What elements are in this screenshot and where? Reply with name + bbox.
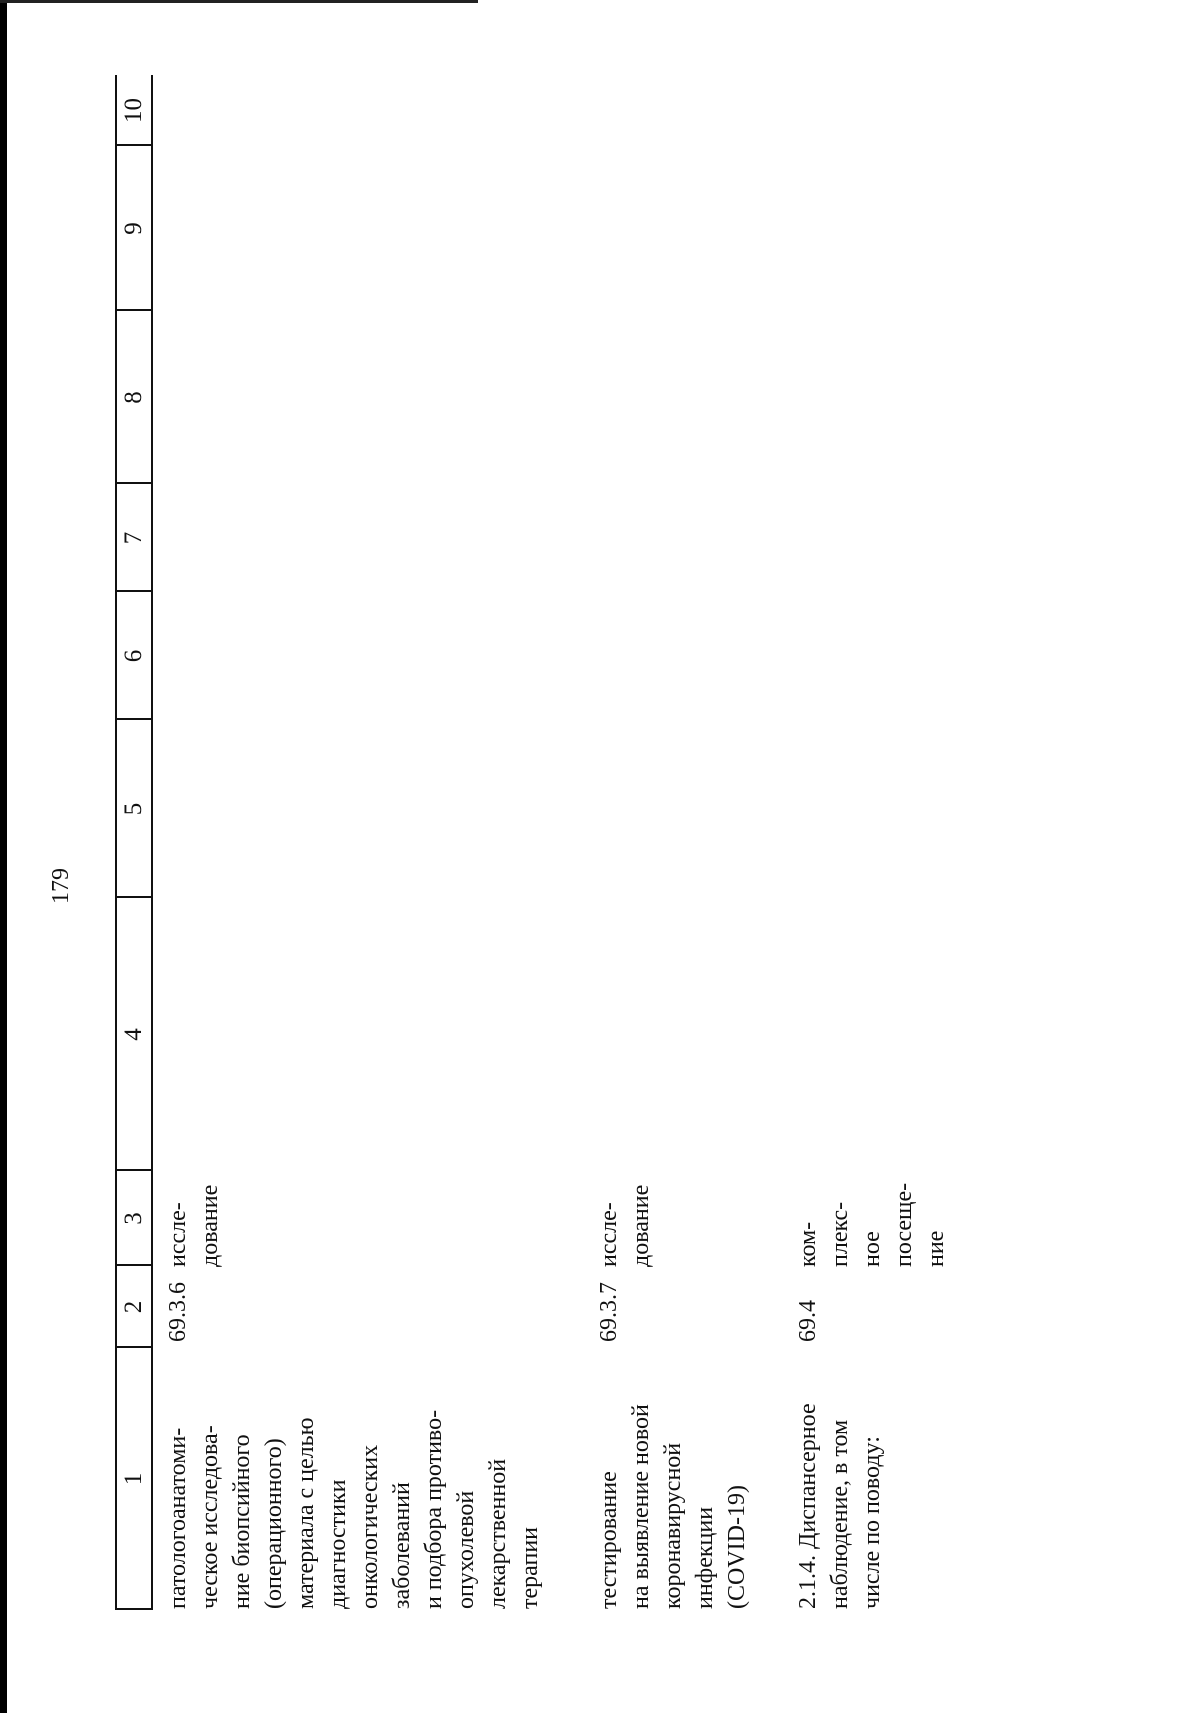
row-code-cell: 69.3.7: [596, 1282, 622, 1342]
column-header: 10: [120, 98, 147, 123]
column-header: 5: [120, 802, 147, 816]
column-header: 7: [120, 531, 147, 545]
column-header: 3: [120, 1212, 147, 1225]
row-name-cell: тестирование на выявление новой коронави…: [596, 1404, 750, 1609]
column-header: 8: [120, 391, 147, 404]
column-header: 4: [120, 1028, 147, 1041]
row-name-cell: 2.1.4. Диспансерное наблюдение, в том чи…: [795, 1403, 885, 1609]
column-header: 9: [120, 222, 147, 235]
row-code-cell: 69.3.6: [165, 1282, 191, 1342]
column-header: 2: [120, 1300, 147, 1314]
row-code-cell: 69.4: [795, 1300, 821, 1342]
scan-edge-left: [0, 0, 7, 1713]
row-unit-cell: ком- плекс- ное посеще- ние: [795, 1182, 949, 1267]
table-top-border: [115, 75, 117, 1610]
row-unit-cell: иссле- дование: [596, 1184, 654, 1267]
column-header: 6: [120, 649, 147, 663]
row-unit-cell: иссле- дование: [165, 1184, 223, 1267]
column-header: 1: [120, 1472, 147, 1486]
scan-edge-top: [0, 0, 478, 3]
table-header-bottom-border: [151, 75, 153, 1610]
row-name-cell: патологоанатоми- ческое исследова- ние б…: [165, 1409, 543, 1609]
page-number: 179: [48, 868, 74, 904]
table-header-row: 1 2 3 4 5 6 7 8 9 10: [115, 0, 155, 1713]
